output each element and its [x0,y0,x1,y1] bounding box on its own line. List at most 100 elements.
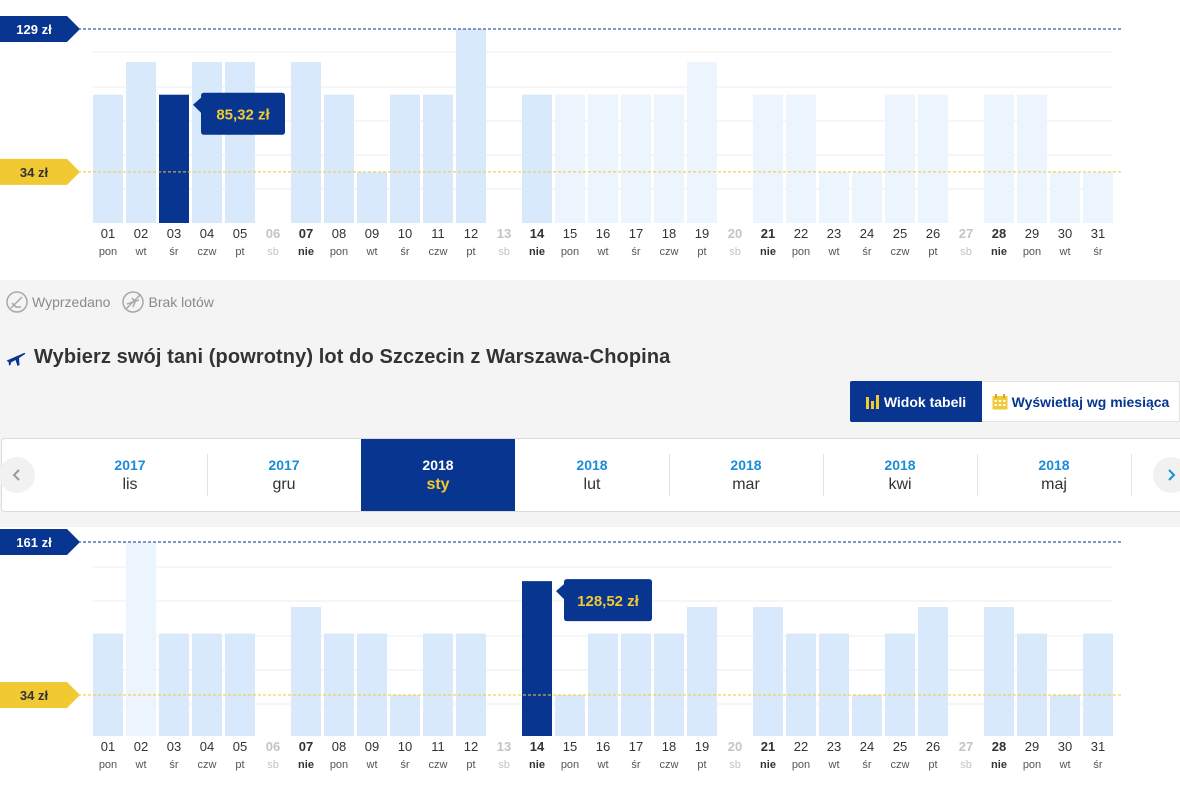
price-bar-19[interactable] [687,607,717,736]
price-bar-09[interactable] [357,633,387,736]
day-number[interactable]: 28 [992,739,1006,754]
day-number[interactable]: 02 [134,226,148,241]
day-number[interactable]: 24 [860,226,874,241]
month-tab-kwi[interactable]: 2018 kwi [823,439,977,511]
price-bar-17[interactable] [621,633,651,736]
price-bar-07[interactable] [291,607,321,736]
day-number[interactable]: 16 [596,226,610,241]
day-number[interactable]: 15 [563,226,577,241]
price-bar-01[interactable] [93,94,123,223]
price-bar-02[interactable] [126,542,156,736]
month-tab-mar[interactable]: 2018 mar [669,439,823,511]
price-bar-19[interactable] [687,62,717,224]
day-number[interactable]: 04 [200,739,214,754]
day-number[interactable]: 24 [860,739,874,754]
price-bar-24[interactable] [852,171,882,223]
price-bar-25[interactable] [885,633,915,736]
next-months-button[interactable] [1153,457,1180,493]
price-bar-09[interactable] [357,171,387,223]
price-bar-01[interactable] [93,633,123,736]
day-number[interactable]: 09 [365,739,379,754]
day-number[interactable]: 27 [959,226,973,241]
price-bar-21[interactable] [753,607,783,736]
day-number[interactable]: 14 [530,739,545,754]
day-number[interactable]: 10 [398,739,412,754]
price-bar-23[interactable] [819,633,849,736]
table-view-button[interactable]: Widok tabeli [850,381,982,422]
day-number[interactable]: 30 [1058,739,1072,754]
price-bar-26[interactable] [918,94,948,223]
price-bar-16[interactable] [588,633,618,736]
price-bar-22[interactable] [786,633,816,736]
day-number[interactable]: 12 [464,226,478,241]
price-bar-03[interactable] [159,94,189,223]
price-bar-05[interactable] [225,62,255,224]
month-tab-lis[interactable]: 2017 lis [53,439,207,511]
day-number[interactable]: 16 [596,739,610,754]
day-number[interactable]: 13 [497,226,511,241]
day-number[interactable]: 22 [794,226,808,241]
price-bar-29[interactable] [1017,94,1047,223]
price-bar-26[interactable] [918,607,948,736]
price-bar-25[interactable] [885,94,915,223]
day-number[interactable]: 11 [431,739,445,754]
day-number[interactable]: 18 [662,226,676,241]
day-number[interactable]: 22 [794,739,808,754]
day-number[interactable]: 06 [266,226,280,241]
price-bar-12[interactable] [456,633,486,736]
day-number[interactable]: 13 [497,739,511,754]
price-bar-10[interactable] [390,695,420,736]
day-number[interactable]: 02 [134,739,148,754]
day-number[interactable]: 03 [167,739,181,754]
price-bar-21[interactable] [753,94,783,223]
price-bar-02[interactable] [126,62,156,224]
day-number[interactable]: 01 [101,739,115,754]
day-number[interactable]: 14 [530,226,545,241]
day-number[interactable]: 29 [1025,739,1039,754]
price-bar-18[interactable] [654,94,684,223]
day-number[interactable]: 11 [431,226,445,241]
price-bar-04[interactable] [192,633,222,736]
price-bar-05[interactable] [225,633,255,736]
day-number[interactable]: 30 [1058,226,1072,241]
day-number[interactable]: 23 [827,226,841,241]
day-number[interactable]: 28 [992,226,1006,241]
price-bar-15[interactable] [555,94,585,223]
price-bar-04[interactable] [192,62,222,224]
price-bar-08[interactable] [324,94,354,223]
day-number[interactable]: 23 [827,739,841,754]
price-bar-11[interactable] [423,633,453,736]
day-number[interactable]: 08 [332,226,346,241]
day-number[interactable]: 05 [233,739,247,754]
day-number[interactable]: 09 [365,226,379,241]
price-bar-11[interactable] [423,94,453,223]
price-bar-08[interactable] [324,633,354,736]
day-number[interactable]: 01 [101,226,115,241]
price-bar-31[interactable] [1083,633,1113,736]
price-bar-03[interactable] [159,633,189,736]
month-tab-sty[interactable]: 2018 sty [361,439,515,511]
month-tab-maj[interactable]: 2018 maj [977,439,1131,511]
day-number[interactable]: 03 [167,226,181,241]
price-bar-22[interactable] [786,94,816,223]
price-bar-15[interactable] [555,695,585,736]
price-bar-23[interactable] [819,171,849,223]
day-number[interactable]: 25 [893,226,907,241]
day-number[interactable]: 15 [563,739,577,754]
day-number[interactable]: 17 [629,739,643,754]
day-number[interactable]: 20 [728,739,742,754]
day-number[interactable]: 31 [1091,226,1105,241]
price-bar-30[interactable] [1050,695,1080,736]
day-number[interactable]: 25 [893,739,907,754]
price-bar-29[interactable] [1017,633,1047,736]
day-number[interactable]: 21 [761,739,775,754]
day-number[interactable]: 27 [959,739,973,754]
day-number[interactable]: 05 [233,226,247,241]
price-bar-17[interactable] [621,94,651,223]
price-bar-14[interactable] [522,581,552,736]
day-number[interactable]: 06 [266,739,280,754]
price-bar-16[interactable] [588,94,618,223]
day-number[interactable]: 26 [926,739,940,754]
month-view-button[interactable]: Wyświetlaj wg miesiąca [982,381,1180,422]
price-bar-28[interactable] [984,94,1014,223]
